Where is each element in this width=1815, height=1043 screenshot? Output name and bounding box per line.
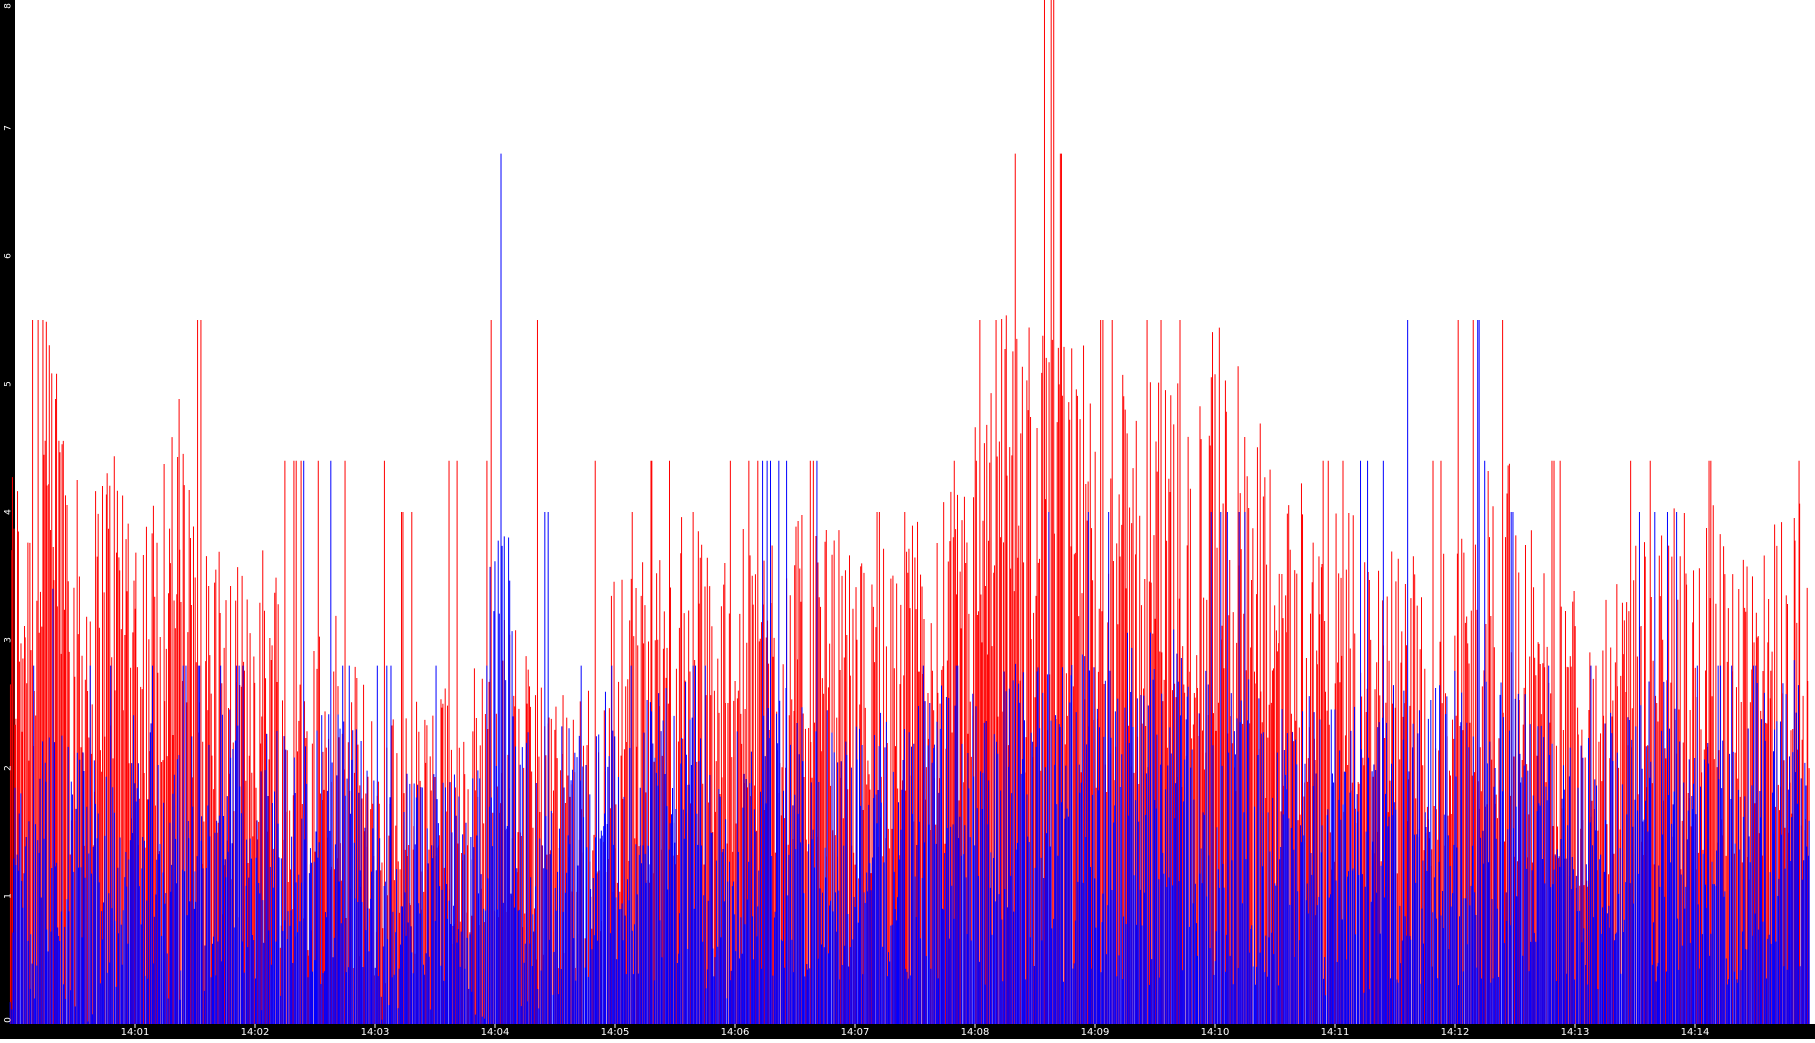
y-tick-label-1: 1	[4, 893, 14, 899]
x-tick-label-7: 14:08	[961, 1027, 990, 1038]
x-tick-label-12: 14:13	[1561, 1027, 1590, 1038]
x-axis-ticks: 14:01 14:02 14:03 14:04 14:05 14:06 14:07 14:08…	[121, 1024, 1710, 1038]
y-tick-label-8: 8	[4, 3, 14, 9]
x-tick-label-9: 14:10	[1201, 1027, 1230, 1038]
x-tick-label-3: 14:04	[481, 1027, 510, 1038]
y-tick-label-5: 5	[4, 381, 14, 387]
y-tick-label-0: 0	[4, 1017, 14, 1023]
x-tick-label-8: 14:09	[1081, 1027, 1110, 1038]
y-axis-strip	[0, 0, 15, 1039]
x-tick-label-11: 14:12	[1441, 1027, 1470, 1038]
y-tick-label-4: 4	[4, 509, 14, 515]
x-tick-label-5: 14:06	[721, 1027, 750, 1038]
x-tick-label-0: 14:01	[121, 1027, 150, 1038]
y-tick-label-2: 2	[4, 765, 14, 771]
x-tick-label-13: 14:14	[1681, 1027, 1710, 1038]
y-tick-label-6: 6	[4, 253, 14, 259]
y-axis-ticks: 0 1 2 3 4 5 6 7 8	[4, 3, 14, 1023]
x-tick-label-4: 14:05	[601, 1027, 630, 1038]
x-tick-label-10: 14:11	[1321, 1027, 1350, 1038]
x-axis-strip	[0, 1024, 1815, 1039]
x-tick-label-2: 14:03	[361, 1027, 390, 1038]
x-tick-label-6: 14:07	[841, 1027, 870, 1038]
y-tick-label-7: 7	[4, 125, 14, 131]
y-tick-label-3: 3	[4, 637, 14, 643]
x-tick-label-1: 14:02	[241, 1027, 270, 1038]
bars-layer	[9, 0, 1810, 1024]
